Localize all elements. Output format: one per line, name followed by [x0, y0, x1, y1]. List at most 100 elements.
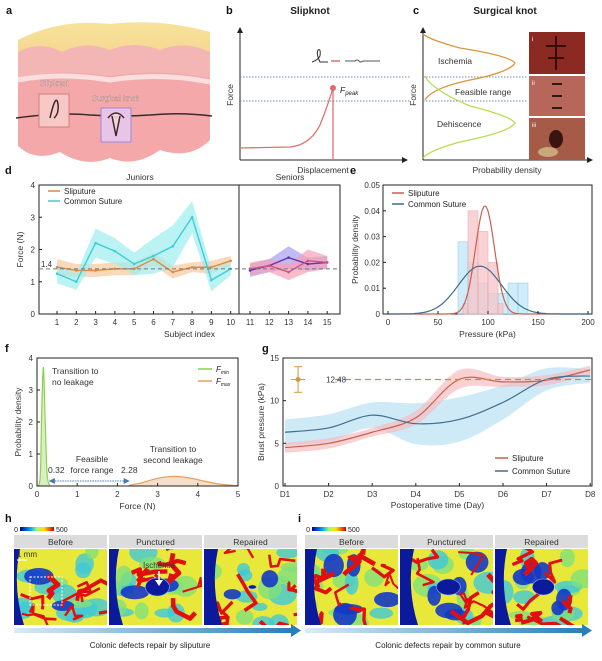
y-tick-label: 3: [29, 386, 34, 395]
x-tick-label: 6: [151, 318, 156, 327]
colorbar-max: 500: [348, 527, 360, 534]
histogram-1-bar: [477, 231, 489, 315]
header-label-h-0: Before: [48, 537, 73, 547]
series-2-point: [287, 256, 290, 259]
histogram-1-bar: [497, 303, 504, 315]
x-tick-label: 8: [190, 318, 195, 327]
legend-label: Fmin: [216, 365, 229, 376]
series-0-point: [132, 267, 136, 271]
y-tick-label: 0.05: [364, 181, 380, 190]
perfusion-image-h-2: [204, 549, 297, 625]
x-tick-label: 3: [155, 490, 160, 499]
series-1-point: [94, 241, 97, 245]
x-tick-label: D3: [367, 490, 378, 499]
series-2-point: [306, 262, 310, 266]
series-0-point: [210, 265, 213, 269]
x-tick-label: 13: [284, 318, 293, 327]
x-tick-label: 10: [226, 318, 235, 327]
range-max-label: 2.28: [121, 465, 138, 475]
photo-label-ii: ii: [532, 81, 535, 87]
y-tick-label: 4: [29, 354, 34, 363]
header-label-h-1: Punctured: [136, 537, 175, 547]
series-0-line: [56, 258, 231, 273]
fit-curve-1: [388, 265, 588, 315]
panel-label-d: d: [5, 165, 12, 177]
legend-label: Common Suture: [512, 467, 571, 476]
x-tick-label: 150: [531, 318, 545, 327]
slipknot-label: Slipknot: [40, 79, 69, 88]
progress-arrowhead-i: [582, 624, 592, 637]
x-axis-label: Postoperative time (Day): [391, 500, 485, 510]
y-axis-label: Force: [408, 84, 418, 106]
series-1-point: [190, 215, 194, 219]
peak-label: Fpeak: [340, 85, 359, 97]
series-3-point: [306, 259, 310, 263]
chart-g: 12.48 0 5 10 15 D1 D2 D3 D4 D5 D6 D7 D8 Postoperative…: [256, 354, 596, 510]
y-axis-label: Probability density: [350, 214, 360, 284]
perfusion-image-i-2: [495, 549, 588, 625]
header-i-1: [400, 535, 493, 548]
slipknot-box: [38, 93, 70, 128]
panel-label-i: i: [298, 513, 301, 525]
panel-b: b Slipknot Force Displacement Fpeak: [225, 5, 410, 175]
colorbar-max: 500: [56, 527, 68, 534]
legend-label: Sliputure: [512, 454, 544, 463]
reference-line-label: 1.4: [41, 260, 53, 269]
x-tick-label: 4: [196, 490, 201, 499]
y-tick-label: 0.01: [364, 284, 380, 293]
y-axis-label: Probability density: [13, 387, 23, 457]
series-1-point: [132, 262, 136, 266]
annotation-fmin-line2: no leakage: [52, 377, 94, 387]
y-tick-label: 10: [270, 397, 279, 406]
x-tick-label: D1: [280, 490, 291, 499]
x-tick-label: 200: [581, 318, 595, 327]
x-tick-label: 50: [434, 318, 443, 327]
x-tick-label: 11: [246, 318, 255, 327]
y-axis-label: Force: [225, 84, 235, 106]
region-dehiscence: Dehiscence: [437, 119, 482, 129]
series-0-point: [190, 265, 194, 269]
x-axis-label: Subject index: [164, 329, 216, 339]
y-tick-label: 5: [275, 439, 280, 448]
y-tick-label: 0: [376, 310, 381, 319]
annotation-range-line1: Feasible: [76, 454, 108, 464]
histogram-1-bar: [487, 262, 499, 315]
y-tick-label: 0.02: [364, 258, 380, 267]
progress-arrowhead-h: [291, 624, 301, 637]
series-0-point: [75, 269, 78, 272]
panel-label-a: a: [6, 5, 13, 17]
series-3-point: [287, 270, 290, 274]
y-tick-label: 0.04: [364, 207, 380, 216]
force-curve: [239, 87, 334, 149]
group-label-seniors: Seniors: [276, 172, 305, 182]
x-tick-label: 5: [236, 490, 241, 499]
colorbar: [312, 527, 346, 531]
y-tick-label: 0: [31, 310, 36, 319]
colorbar: [20, 527, 54, 531]
x-axis-label: Probability density: [473, 165, 543, 175]
legend-label: Common Suture: [64, 197, 123, 206]
series-3-point: [268, 264, 271, 267]
x-tick-label: 7: [171, 318, 176, 327]
y-tick-label: 1: [29, 450, 34, 459]
header-h-2: [204, 535, 297, 548]
colorbar-min: 0: [14, 527, 18, 534]
legend-label: Sliputure: [408, 189, 440, 198]
photo-label-iii: iii: [532, 123, 536, 129]
x-tick-label: 100: [481, 318, 495, 327]
series-0-line: [36, 366, 51, 487]
progress-arrow-i: [305, 628, 582, 633]
series-0-point: [113, 267, 117, 271]
header-label-h-2: Repaired: [233, 537, 268, 547]
y-tick-label: 2: [31, 246, 36, 255]
plot-frame: [282, 357, 593, 487]
x-tick-label: 15: [323, 318, 332, 327]
x-axis-label: Displacement: [297, 165, 349, 175]
annotation-range-line2: force range: [71, 465, 114, 475]
chart-f: 0 1 2 3 4 0 1 2 3 4 5 Force (N) Probability density T…: [13, 354, 241, 511]
series-0-point: [171, 270, 175, 274]
region-ischemia: Ischemia: [438, 56, 472, 66]
series-0-point: [152, 257, 155, 261]
